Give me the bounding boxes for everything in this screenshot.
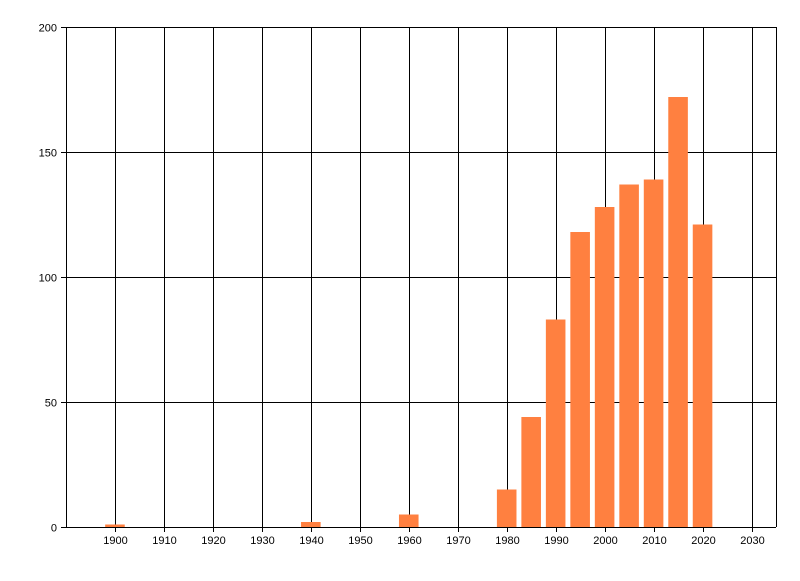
bar-1960: [398, 514, 419, 527]
x-tick-label: 1940: [299, 535, 323, 547]
bar-2005: [619, 184, 639, 527]
x-tick-label: 2020: [691, 535, 715, 547]
y-tick-labels: 0 50 100 150 200: [39, 23, 57, 535]
bar-2000: [594, 207, 615, 527]
bar-1900: [105, 524, 125, 527]
x-tick-label: 1970: [446, 535, 470, 547]
x-tick-label: 1900: [103, 535, 127, 547]
axes: [61, 27, 777, 532]
x-tick-label: 2000: [593, 535, 617, 547]
bar-2020: [692, 224, 713, 527]
bar-1995: [570, 232, 590, 527]
x-tick-label: 1950: [348, 535, 372, 547]
bar-1980: [496, 489, 517, 527]
x-tick-label: 1960: [397, 535, 421, 547]
x-tick-label: 1930: [250, 535, 274, 547]
y-tick-label: 150: [39, 148, 57, 160]
y-tick-label: 100: [39, 273, 57, 285]
x-tick-label: 1980: [495, 535, 519, 547]
bar-1990: [545, 319, 566, 527]
bar-1985: [521, 417, 541, 527]
x-tick-labels: 1900 1910 1920 1930 1940 1950 1960 1970 1980 1990…: [103, 535, 764, 547]
y-tick-label: 50: [45, 398, 57, 410]
y-tick-label: 0: [51, 523, 57, 535]
bar-1940: [301, 522, 321, 527]
x-tick-label: 1920: [201, 535, 225, 547]
bars: [105, 97, 713, 527]
x-tick-label: 1910: [152, 535, 176, 547]
bar-2010: [643, 179, 664, 527]
x-tick-label: 2010: [642, 535, 666, 547]
y-tick-label: 200: [39, 23, 57, 35]
bar-2015: [668, 97, 688, 527]
x-tick-label: 2030: [740, 535, 764, 547]
x-tick-label: 1990: [544, 535, 568, 547]
